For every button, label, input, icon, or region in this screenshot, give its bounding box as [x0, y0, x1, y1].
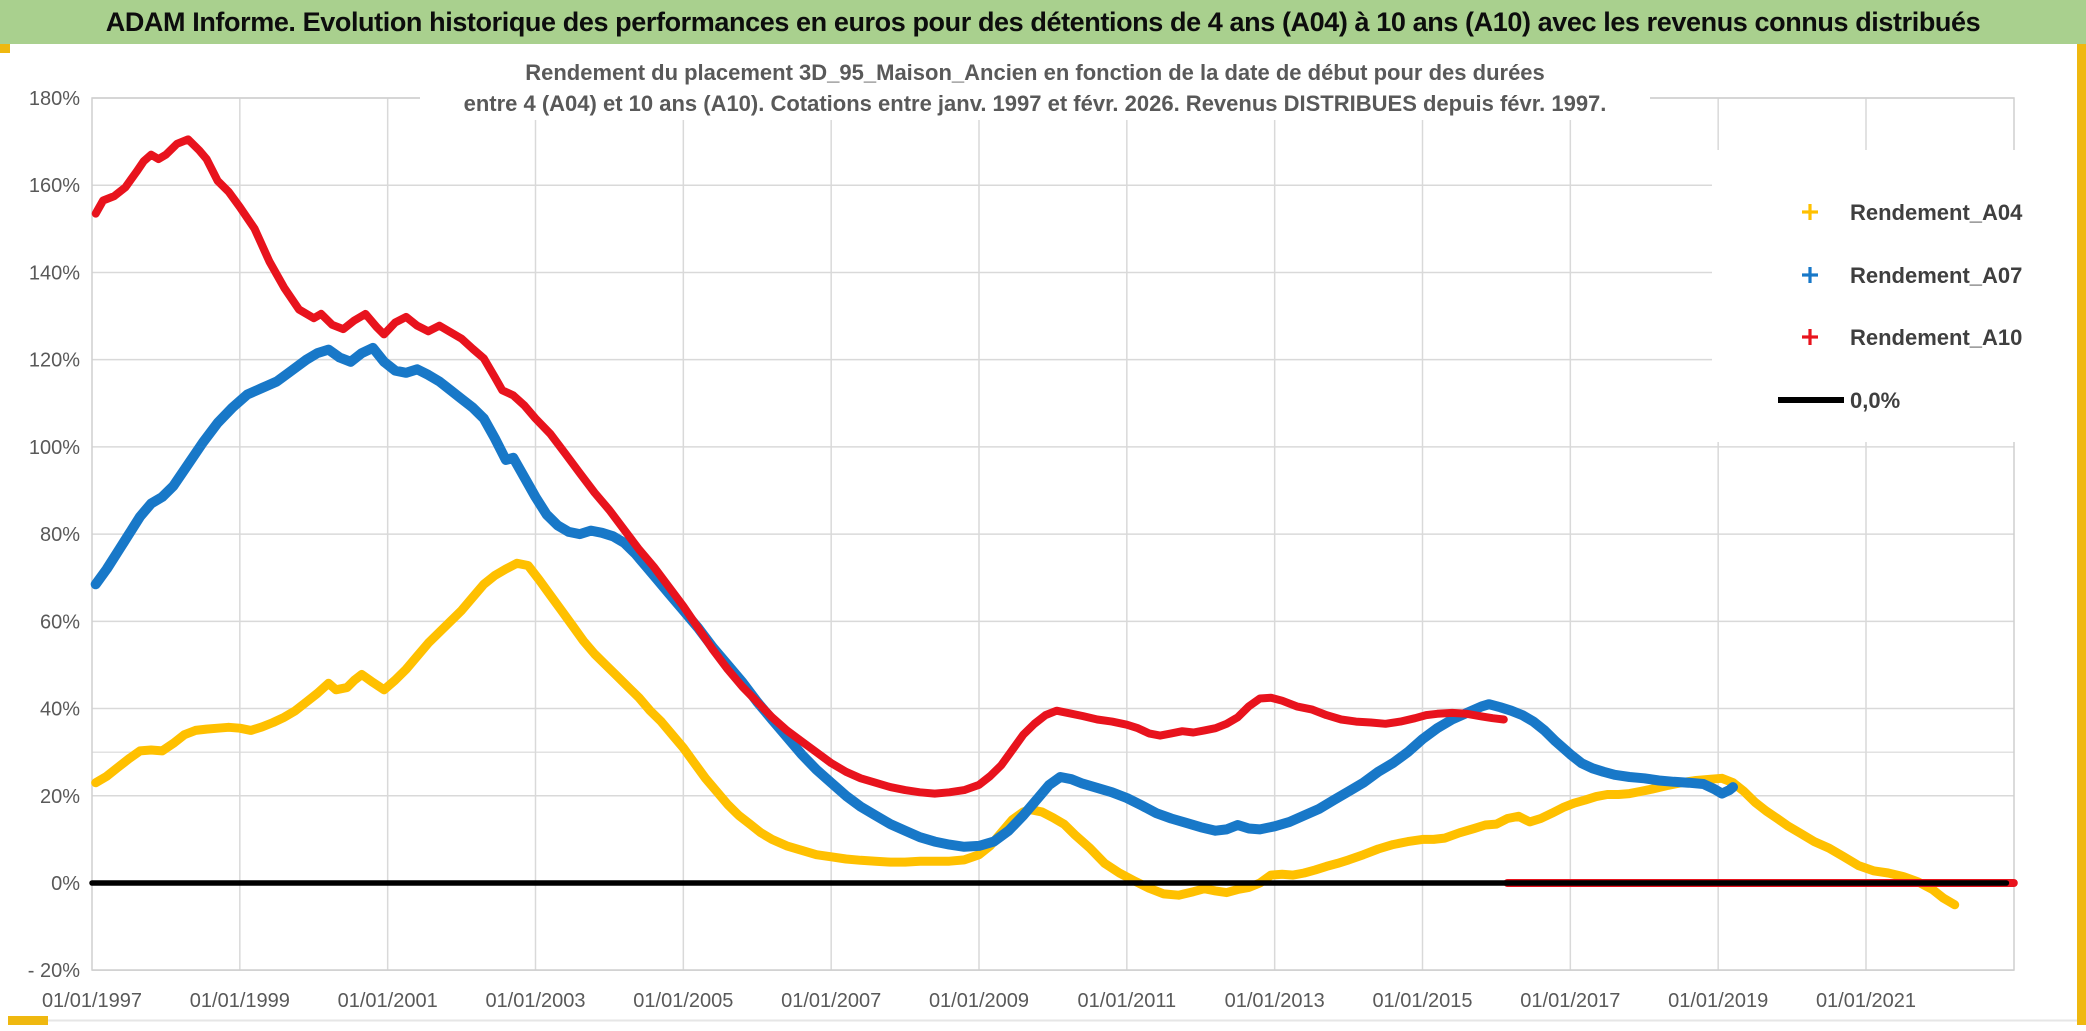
y-axis-labels: 180% 160% 140% 120% 100% 80% 60% 40% 20% 0% - 20% [28, 88, 80, 982]
y-axis-tick-label: 20% [40, 786, 80, 808]
page-title-text: ADAM Informe. Evolution historique des p… [105, 7, 1981, 37]
y-axis-tick-label: - 20% [28, 960, 80, 982]
x-axis-tick-label: 01/01/2003 [485, 990, 585, 1012]
x-axis-tick-label: 01/01/2009 [929, 990, 1029, 1012]
x-axis-tick-label: 01/01/2005 [633, 990, 733, 1012]
legend-item-rendement-a10[interactable]: Rendement_A10 [1802, 325, 2022, 350]
series-group [89, 135, 2018, 910]
x-axis-tick-label: 01/01/2001 [338, 990, 438, 1012]
y-axis-tick-label: 180% [29, 88, 80, 110]
y-axis-tick-label: 0% [51, 873, 80, 895]
y-axis-tick-label: 100% [29, 437, 80, 459]
x-axis-tick-label: 01/01/1999 [190, 990, 290, 1012]
series-rendement-a10 [91, 135, 1508, 798]
x-axis-tick-label: 01/01/1997 [42, 990, 142, 1012]
y-axis-tick-label: 120% [29, 350, 80, 372]
page-title: ADAM Informe. Evolution historique des p… [0, 0, 2086, 44]
y-axis-tick-label: 140% [29, 262, 80, 284]
chart-title: Rendement du placement 3D_95_Maison_Anci… [420, 54, 1650, 120]
series-rendement-a07 [90, 342, 1738, 852]
y-axis-tick-label: 160% [29, 175, 80, 197]
legend-item-label: Rendement_A04 [1850, 200, 2023, 225]
chart-title-line2: entre 4 (A04) et 10 ans (A10). Cotations… [464, 91, 1607, 116]
x-axis-labels: 01/01/1997 01/01/1999 01/01/2001 01/01/2003… [42, 990, 1916, 1012]
legend-item-label: 0,0% [1850, 388, 1900, 413]
x-axis-tick-label: 01/01/2013 [1225, 990, 1325, 1012]
x-axis-tick-label: 01/01/2011 [1078, 990, 1177, 1012]
legend-item-0-0-[interactable]: 0,0% [1778, 388, 1900, 413]
y-axis-tick-label: 40% [40, 699, 80, 721]
x-axis-tick-label: 01/01/2017 [1520, 990, 1620, 1012]
legend-item-label: Rendement_A07 [1850, 263, 2022, 288]
legend-item-rendement-a07[interactable]: Rendement_A07 [1802, 263, 2022, 288]
x-axis-tick-label: 01/01/2021 [1816, 990, 1916, 1012]
gold-frame-accents [0, 44, 2086, 1025]
x-axis-tick-label: 01/01/2007 [781, 990, 881, 1012]
y-axis-tick-label: 60% [40, 611, 80, 633]
y-axis-tick-label: 80% [40, 524, 80, 546]
chart-legend: Rendement_A04 Rendement_A07 Rendement_A10 0… [1712, 150, 2074, 442]
x-axis-tick-label: 01/01/2015 [1372, 990, 1472, 1012]
legend-item-label: Rendement_A10 [1850, 325, 2022, 350]
legend-item-rendement-a04[interactable]: Rendement_A04 [1802, 200, 2023, 225]
x-axis-tick-label: 01/01/2019 [1668, 990, 1768, 1012]
chart-title-line1: Rendement du placement 3D_95_Maison_Anci… [525, 60, 1545, 85]
